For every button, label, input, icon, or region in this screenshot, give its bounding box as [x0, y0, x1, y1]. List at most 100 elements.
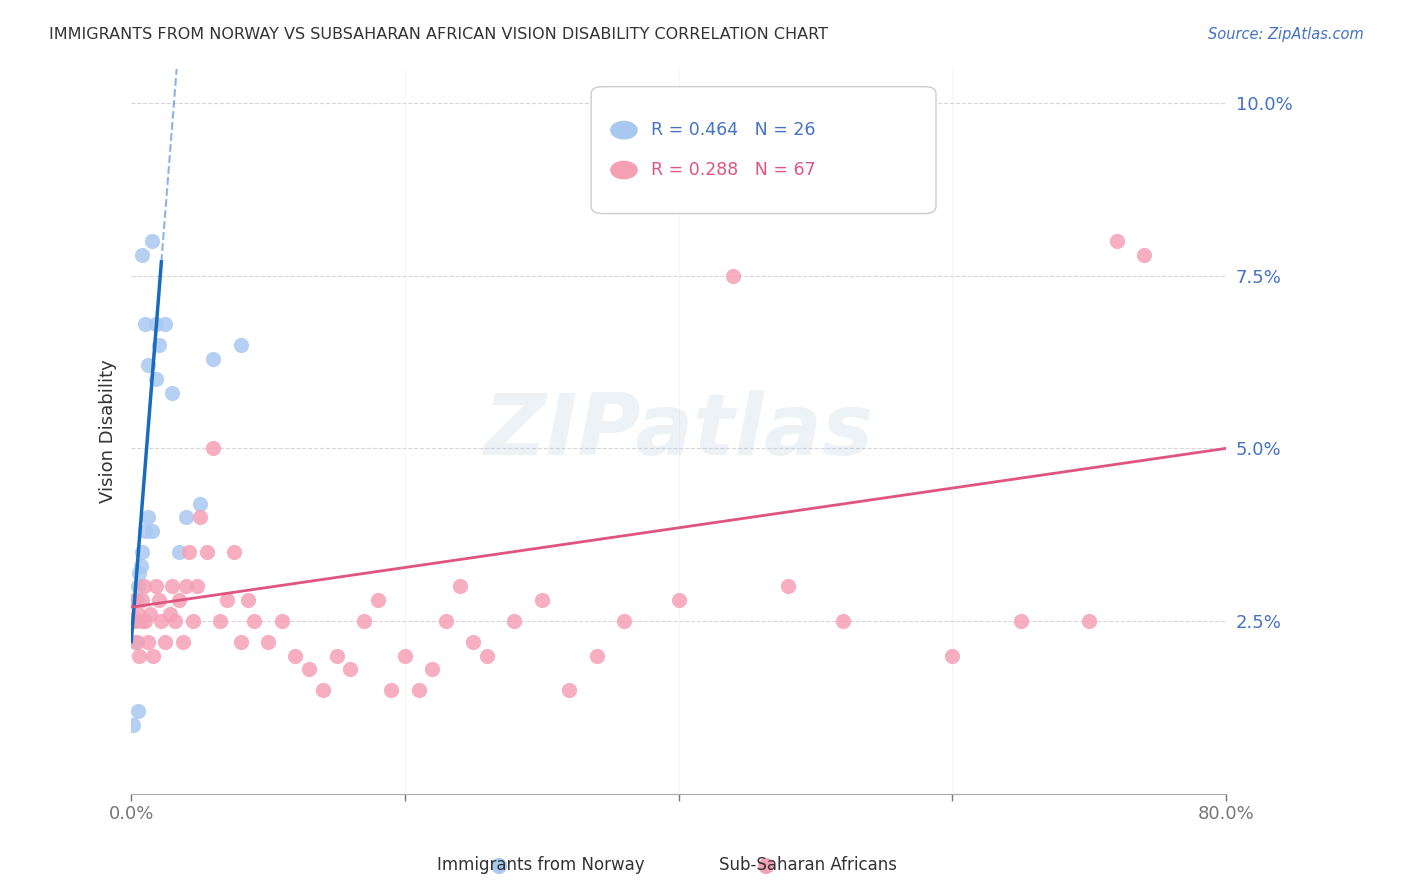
Point: [177, 545, 200, 559]
Point: [172, 634, 194, 648]
Point: [186, 579, 208, 593]
Point: [1105, 234, 1128, 248]
Point: [148, 593, 170, 607]
Point: [134, 614, 156, 628]
Point: [125, 593, 148, 607]
Point: [209, 614, 232, 628]
Point: [530, 593, 553, 607]
Point: [434, 614, 457, 628]
Point: [353, 614, 375, 628]
Point: [503, 614, 526, 628]
Point: [202, 351, 225, 366]
Point: [312, 683, 335, 698]
Point: [941, 648, 963, 663]
Point: [463, 634, 485, 648]
Point: [558, 683, 581, 698]
Point: [778, 579, 800, 593]
Point: [475, 648, 498, 663]
Point: [136, 634, 159, 648]
Point: [832, 614, 855, 628]
Point: [1133, 248, 1156, 262]
Point: [215, 593, 238, 607]
Point: [394, 648, 416, 663]
Point: [585, 648, 607, 663]
Point: [145, 579, 167, 593]
FancyBboxPatch shape: [591, 87, 936, 213]
Point: [128, 566, 150, 580]
Point: [202, 442, 225, 456]
Point: [613, 614, 636, 628]
Point: [229, 634, 252, 648]
Point: [339, 662, 361, 676]
Point: [150, 614, 173, 628]
Point: [195, 545, 218, 559]
Point: [174, 579, 197, 593]
Point: [131, 545, 153, 559]
Point: [1078, 614, 1101, 628]
Point: [125, 634, 148, 648]
Point: [449, 579, 471, 593]
Point: [129, 614, 152, 628]
Point: [298, 662, 321, 676]
Point: [148, 338, 170, 352]
Point: [723, 268, 745, 283]
Point: [131, 593, 153, 607]
Point: [284, 648, 307, 663]
Point: [155, 317, 177, 331]
Point: [408, 683, 430, 698]
Point: [122, 614, 145, 628]
Point: [163, 614, 186, 628]
Point: [270, 614, 292, 628]
Point: [145, 317, 167, 331]
Text: IMMIGRANTS FROM NORWAY VS SUBSAHARAN AFRICAN VISION DISABILITY CORRELATION CHART: IMMIGRANTS FROM NORWAY VS SUBSAHARAN AFR…: [49, 27, 828, 42]
Point: [124, 634, 146, 648]
Point: [188, 497, 211, 511]
Circle shape: [610, 161, 637, 178]
Text: Source: ZipAtlas.com: Source: ZipAtlas.com: [1208, 27, 1364, 42]
Point: [127, 579, 149, 593]
Point: [134, 524, 156, 539]
Point: [128, 648, 150, 663]
Point: [1010, 614, 1032, 628]
Point: [134, 317, 156, 331]
Text: R = 0.464   N = 26: R = 0.464 N = 26: [651, 121, 815, 139]
Point: [124, 593, 146, 607]
Point: [174, 510, 197, 524]
Point: [127, 607, 149, 621]
Point: [167, 593, 190, 607]
Point: [257, 634, 280, 648]
Point: [162, 579, 184, 593]
Point: [243, 614, 266, 628]
Point: [229, 338, 252, 352]
Point: [121, 717, 143, 731]
Point: [162, 386, 184, 401]
Text: ZIPatlas: ZIPatlas: [484, 390, 873, 473]
Point: [367, 593, 389, 607]
Text: Immigrants from Norway: Immigrants from Norway: [437, 856, 645, 874]
Point: [136, 510, 159, 524]
Point: [145, 372, 167, 386]
Point: [127, 704, 149, 718]
Y-axis label: Vision Disability: Vision Disability: [100, 359, 117, 503]
Point: [236, 593, 259, 607]
Point: [668, 593, 690, 607]
Point: [159, 607, 181, 621]
Point: [142, 648, 165, 663]
Text: R = 0.288   N = 67: R = 0.288 N = 67: [651, 161, 815, 179]
Text: ●: ●: [491, 855, 508, 875]
Point: [129, 558, 152, 573]
Text: Sub-Saharan Africans: Sub-Saharan Africans: [720, 856, 897, 874]
Point: [222, 545, 245, 559]
Point: [420, 662, 443, 676]
Circle shape: [610, 121, 637, 139]
Point: [325, 648, 347, 663]
Text: ●: ●: [758, 855, 775, 875]
Point: [139, 607, 162, 621]
Point: [155, 634, 177, 648]
Point: [132, 579, 155, 593]
Point: [136, 359, 159, 373]
Point: [380, 683, 402, 698]
Point: [886, 130, 908, 145]
Point: [131, 248, 153, 262]
Point: [122, 614, 145, 628]
